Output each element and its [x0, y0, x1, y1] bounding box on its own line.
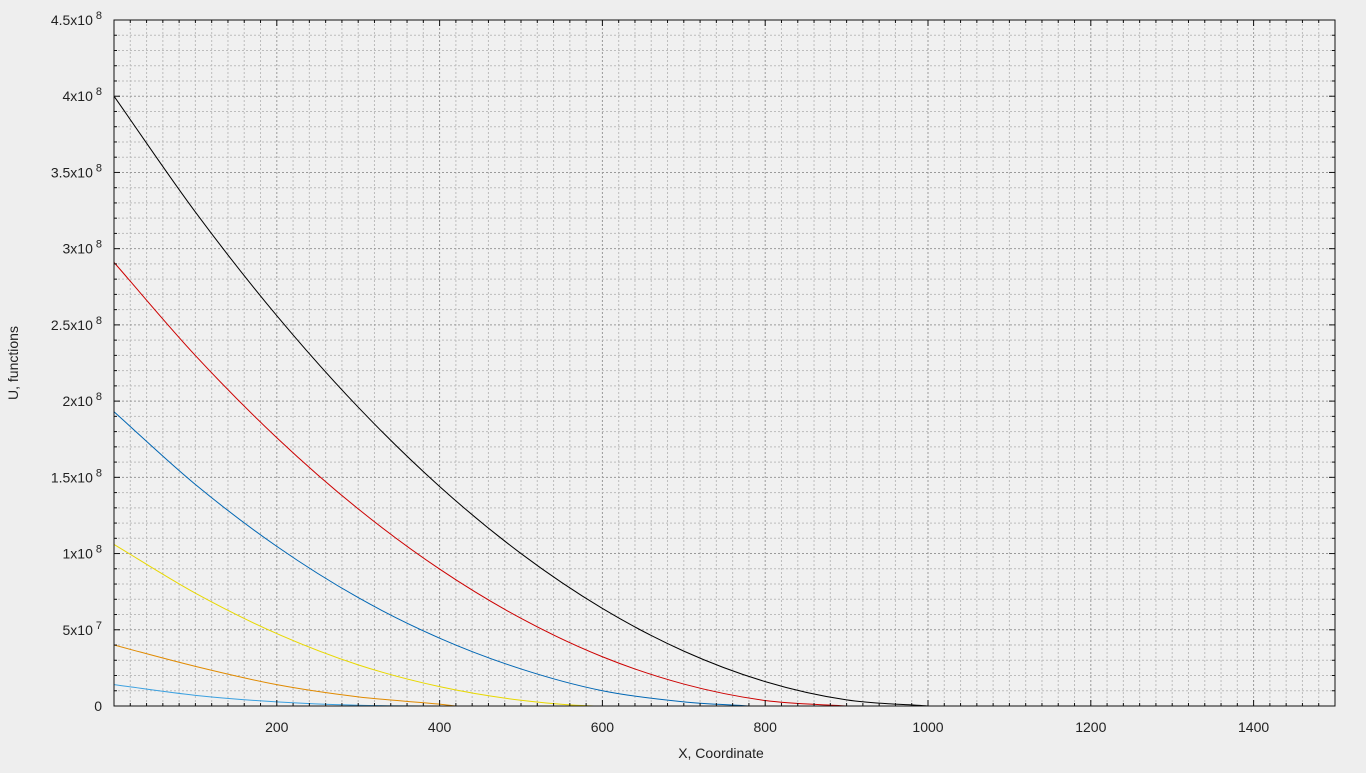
x-axis-label: X, Coordinate [678, 745, 764, 761]
y-axis-label: U, functions [5, 326, 21, 400]
x-tick-label: 800 [754, 719, 778, 735]
plot-area [114, 20, 1335, 706]
plot-border [113, 19, 1336, 707]
y-tick-label: 1x10 8 [63, 544, 102, 562]
y-tick-label: 2x10 8 [63, 391, 102, 409]
x-tick-label: 200 [265, 719, 289, 735]
y-tick-label: 4.5x10 8 [51, 10, 102, 28]
y-tick-label: 5x10 7 [63, 620, 102, 638]
x-tick-label: 400 [428, 719, 452, 735]
series-line-curve-1 [113, 95, 929, 707]
y-tick-label: 3.5x10 8 [51, 162, 102, 180]
y-tick-label: 0 [94, 698, 102, 714]
y-tick-label: 3x10 8 [63, 239, 102, 257]
y-tick-label: 4x10 8 [63, 86, 102, 104]
y-tick-label: 1.5x10 8 [51, 467, 102, 485]
series-line-curve-4 [113, 543, 611, 707]
ticks: 200 400 600 800 1000 1200 1400 0 5x10 7 1x10 8 1.5x1… [51, 10, 1335, 735]
series-line-curve-3 [113, 411, 749, 707]
x-tick-label: 1400 [1238, 719, 1269, 735]
y-tick-label: 2.5x10 8 [51, 315, 102, 333]
x-tick-label: 600 [591, 719, 615, 735]
grid-lines [114, 20, 1335, 706]
series-line-curve-2 [113, 262, 847, 707]
x-tick-label: 1000 [912, 719, 943, 735]
x-tick-label: 1200 [1075, 719, 1106, 735]
